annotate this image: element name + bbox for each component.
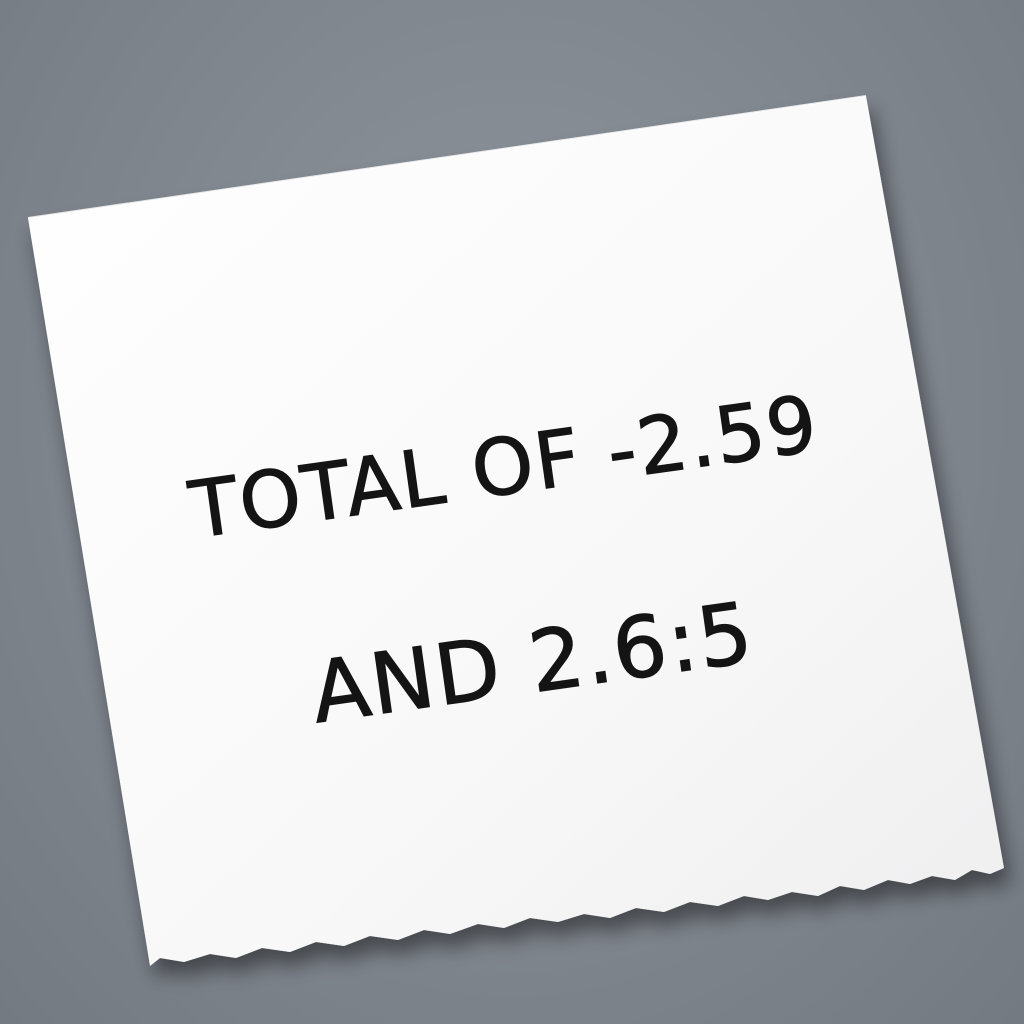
paper-edge-highlight [27,95,867,219]
paper-sheet [28,96,1004,966]
